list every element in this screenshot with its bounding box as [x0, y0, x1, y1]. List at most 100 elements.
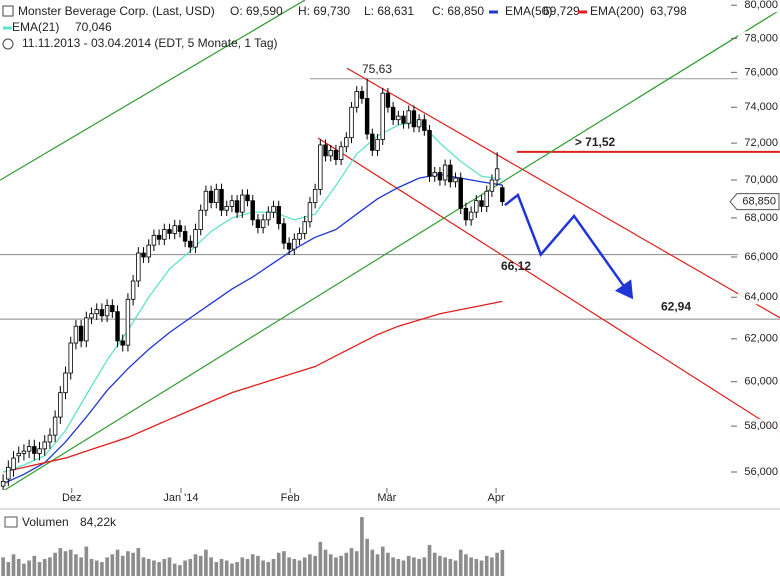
candle-body	[271, 206, 276, 213]
legend-swatch	[3, 26, 12, 30]
y-tick-bg	[738, 0, 780, 13]
candle-body	[240, 194, 245, 213]
volume-bar	[412, 557, 416, 576]
candle-body	[0, 480, 6, 487]
y-tick-bg	[738, 172, 780, 187]
candle-body	[68, 342, 73, 374]
candle-body	[193, 229, 198, 248]
candle-body	[167, 229, 172, 234]
volume-bar	[313, 555, 317, 576]
candle-body	[297, 233, 302, 240]
ema-line	[2, 300, 503, 473]
candle-body	[110, 305, 115, 313]
legend-label: EMA(21)	[12, 20, 59, 34]
candle-body	[370, 133, 375, 151]
volume-bar	[323, 549, 328, 576]
volume-bar	[401, 560, 406, 576]
y-tick-bg	[738, 31, 780, 46]
candle-body	[89, 313, 94, 319]
volume-bar	[48, 557, 52, 576]
x-tick-label: Apr	[488, 492, 505, 504]
volume-bar	[438, 555, 442, 576]
volume-bar	[162, 558, 167, 576]
candle-body	[42, 441, 47, 450]
candle-body	[484, 190, 489, 207]
volume-bar	[417, 558, 421, 576]
candle-body	[333, 150, 339, 160]
candle-body	[136, 252, 141, 282]
volume-bar	[146, 558, 151, 576]
candle-body	[338, 146, 344, 160]
legend-value: 63,798	[650, 4, 687, 18]
y-tick-label: 66,000	[744, 251, 778, 263]
level-label: 66,12	[501, 259, 531, 273]
candle-body	[58, 392, 63, 418]
candle-body	[21, 450, 27, 454]
y-tick-bg	[738, 65, 780, 80]
candle-body	[281, 223, 287, 244]
candle-body	[380, 92, 385, 140]
candle-body	[146, 244, 151, 258]
y-tick-label: 60,000	[744, 376, 778, 388]
y-tick-bg	[738, 290, 780, 305]
volume-bar	[302, 557, 307, 576]
volume-bar	[157, 562, 161, 576]
volume-bar	[484, 555, 489, 576]
candle-body	[250, 200, 255, 221]
legend-swatch	[578, 10, 587, 14]
level-label: > 71,52	[575, 135, 616, 149]
y-tick-bg	[738, 374, 780, 389]
volume-bar	[110, 554, 115, 576]
candle-body	[266, 211, 271, 221]
volume-bar	[27, 560, 31, 576]
volume-bar	[53, 552, 57, 576]
candle-body	[224, 206, 229, 211]
volume-bar	[490, 557, 494, 576]
volume-bar	[276, 552, 281, 576]
volume-bar	[42, 558, 47, 576]
volume-bar	[79, 557, 83, 576]
level-label: 75,63	[362, 62, 392, 76]
clock-icon	[2, 38, 14, 50]
legend-value: 69,729	[543, 4, 580, 18]
volume-bar	[115, 549, 120, 576]
trend-line	[3, 9, 780, 490]
candle-body	[26, 446, 32, 452]
volume-bar	[1, 557, 5, 576]
candle-body	[432, 172, 437, 177]
y-tick-label: 58,000	[744, 420, 778, 432]
candle-body	[364, 98, 370, 135]
candle-body	[245, 194, 250, 202]
candle-body	[489, 179, 495, 192]
volume-bar	[287, 557, 291, 576]
volume-bar	[89, 558, 94, 576]
candle-body	[401, 115, 406, 124]
volume-bar	[318, 541, 323, 576]
candle-body	[162, 229, 167, 240]
candle-body	[312, 188, 318, 204]
trend-line	[0, 0, 306, 181]
volume-bar	[349, 548, 354, 576]
candle-body	[323, 144, 328, 157]
volume-bar	[360, 517, 364, 576]
candle-body	[78, 325, 84, 342]
y-tick-label: 80,000	[744, 0, 778, 11]
candle-body	[203, 190, 209, 211]
volume-bar	[152, 560, 156, 576]
title-icon	[2, 5, 14, 17]
x-tick-label: Jan '14	[163, 492, 198, 504]
candle-body	[156, 234, 162, 240]
candle-body	[427, 130, 432, 177]
candle-body	[6, 466, 11, 480]
legend-swatch	[489, 10, 498, 14]
volume-bar	[256, 555, 260, 576]
candle-body	[52, 416, 58, 436]
candle-body	[385, 92, 391, 108]
candle-body	[359, 91, 365, 99]
ema-line	[2, 173, 503, 485]
volume-bar	[448, 558, 453, 576]
volume-bar	[240, 557, 245, 576]
volume-bar	[391, 557, 395, 576]
candle-body	[115, 311, 120, 342]
